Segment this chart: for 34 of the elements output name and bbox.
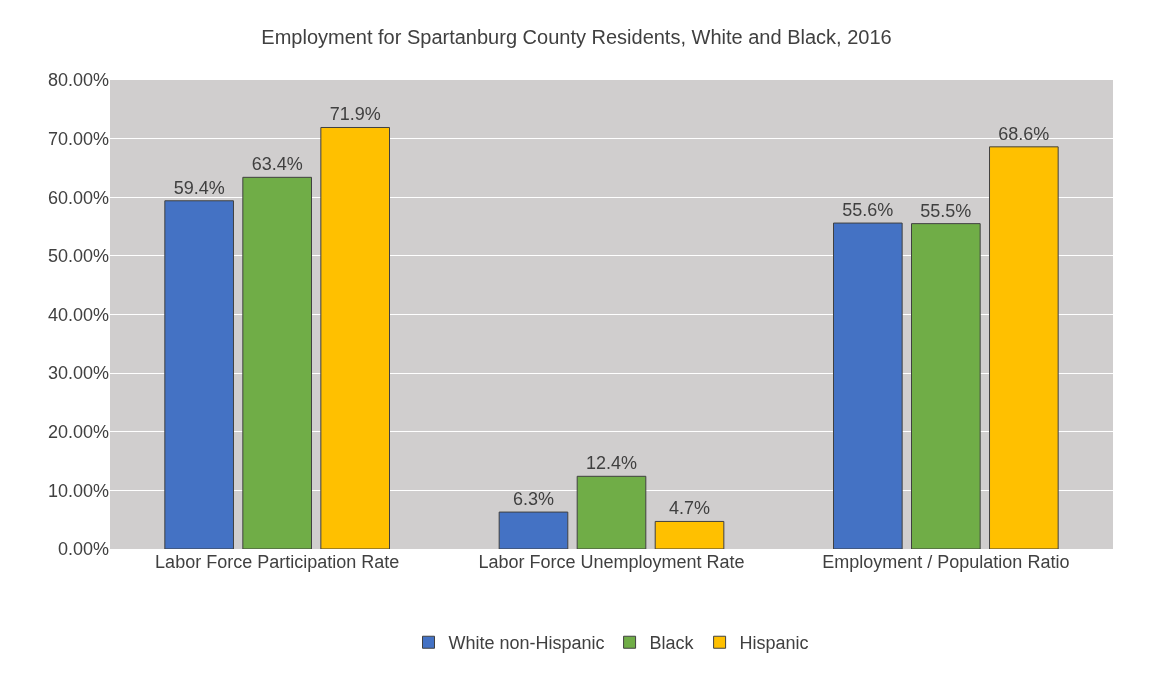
data-label: 4.7%	[669, 498, 711, 519]
bar	[833, 222, 903, 549]
bar	[242, 176, 312, 549]
x-tick-label: Labor Force Participation Rate	[155, 552, 400, 572]
data-label: 6.3%	[512, 489, 554, 510]
bar	[320, 126, 390, 549]
data-label: 68.6%	[998, 123, 1050, 144]
legend-label: Hispanic	[739, 633, 809, 654]
data-label: 71.9%	[329, 104, 381, 125]
legend-label: Black	[649, 633, 695, 654]
chart-title: Employment for Spartanburg County Residents, White and Black, 2016	[261, 26, 892, 49]
data-label: 63.4%	[251, 154, 303, 175]
y-tick-label: 50.00%	[47, 246, 109, 267]
legend-label: White non-Hispanic	[448, 633, 605, 654]
bar	[498, 511, 569, 549]
data-label: 55.5%	[920, 200, 972, 221]
bar	[576, 475, 647, 549]
y-tick-label: 20.00%	[47, 422, 109, 443]
y-tick-label: 80.00%	[47, 70, 109, 91]
y-tick-label: 0.00%	[57, 539, 109, 560]
y-tick-label: 10.00%	[47, 480, 109, 501]
data-label: 12.4%	[585, 453, 638, 474]
y-tick-label: 40.00%	[47, 304, 109, 325]
data-label: 59.4%	[173, 177, 225, 198]
x-tick-label: Employment / Population Ratio	[822, 552, 1070, 572]
y-tick-label: 30.00%	[47, 363, 109, 384]
y-tick-label: 70.00%	[47, 128, 109, 149]
y-tick-label: 60.00%	[47, 187, 109, 208]
bar	[911, 223, 981, 549]
data-label: 55.6%	[842, 200, 894, 221]
bar	[654, 520, 725, 549]
x-tick-label: Labor Force Unemployment Rate	[478, 552, 745, 572]
bar	[164, 200, 234, 549]
bar	[989, 146, 1059, 549]
